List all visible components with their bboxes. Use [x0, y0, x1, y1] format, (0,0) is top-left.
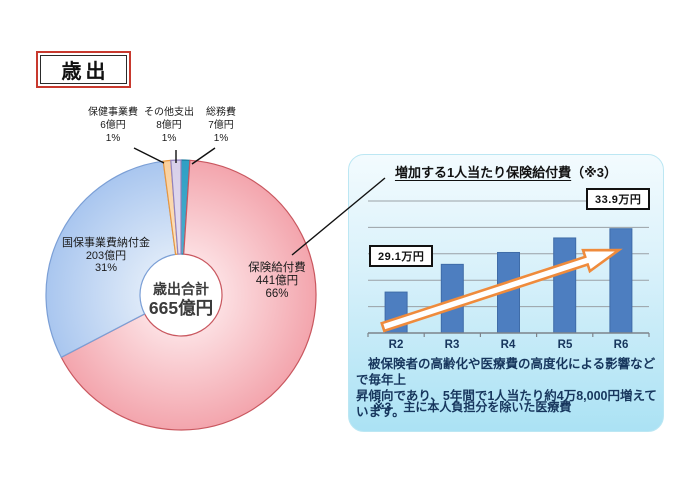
slice-name: 国保事業費納付金 [62, 237, 150, 249]
pie-label-kokuho-payment: 国保事業費納付金 203億円 31% [56, 237, 156, 275]
x-label-r6: R6 [613, 339, 629, 351]
slice-amount: 441億円 [255, 275, 299, 287]
expenditure-pie-chart [45, 159, 317, 431]
panel-title: 増加する1人当たり保険給付費（※3） [349, 162, 663, 181]
panel-title-main: 増加する1人当たり保険給付費 [394, 165, 572, 180]
x-label-r4: R4 [500, 339, 516, 351]
pie-label-general-affairs: 総務費 7億円 1% [193, 106, 249, 145]
x-label-r2: R2 [388, 339, 404, 351]
increase-arrow [380, 248, 623, 333]
description-line1: 被保険者の高齢化や医療費の高度化による影響などで毎年上 [356, 357, 656, 387]
slice-percent: 1% [105, 133, 121, 144]
total-caption: 歳出合計 [153, 281, 209, 297]
panel-footnote: ※3 主に本人負担分を除いた医療費 [373, 400, 572, 414]
slice-amount: 6億円 [100, 120, 126, 131]
x-label-r3: R3 [444, 339, 460, 351]
benefits-panel: 増加する1人当たり保険給付費（※3） 29.1万円 33.9万円 R2 R3 R… [348, 154, 664, 432]
slice-name: その他支出 [144, 107, 194, 118]
slice-percent: 1% [213, 133, 229, 144]
slice-percent: 1% [161, 133, 177, 144]
pie-label-insurance-benefits: 保険給付費 441億円 66% [231, 262, 323, 301]
slice-amount: 8億円 [156, 120, 182, 131]
slice-percent: 66% [265, 288, 289, 300]
slice-amount: 203億円 [85, 249, 127, 262]
value-box-r6: 33.9万円 [586, 188, 651, 210]
value-box-r2: 29.1万円 [369, 245, 434, 267]
total-amount: 665億円 [148, 298, 214, 318]
benefits-bar-chart [367, 200, 650, 337]
slice-name: 保険給付費 [248, 262, 306, 274]
expenditure-title-box: 歳出 [36, 51, 131, 88]
page-title: 歳出 [61, 61, 110, 83]
x-label-r5: R5 [557, 339, 573, 351]
pie-slice-その他支出 [170, 159, 182, 255]
slice-name: 保健事業費 [88, 107, 138, 118]
pie-center-total: 歳出合計 665億円 [131, 280, 231, 319]
slice-percent: 31% [94, 262, 118, 274]
expenditure-title-inner: 歳出 [40, 55, 127, 84]
slice-amount: 7億円 [208, 120, 234, 131]
slice-name: 総務費 [206, 107, 236, 118]
panel-title-suffix: （※3） [571, 165, 618, 180]
panel-description: 被保険者の高齢化や医療費の高度化による影響などで毎年上 昇傾向であり、5年間で1… [356, 356, 658, 420]
pie-label-other-spending: その他支出 8億円 1% [141, 106, 197, 145]
description-line2: 昇傾向であり、5年間で1人当たり約4万8,000円増えています。 [356, 389, 657, 419]
pie-label-health-business: 保健事業費 6億円 1% [82, 106, 144, 145]
pie-slice-国保事業費納付金 [45, 160, 177, 358]
